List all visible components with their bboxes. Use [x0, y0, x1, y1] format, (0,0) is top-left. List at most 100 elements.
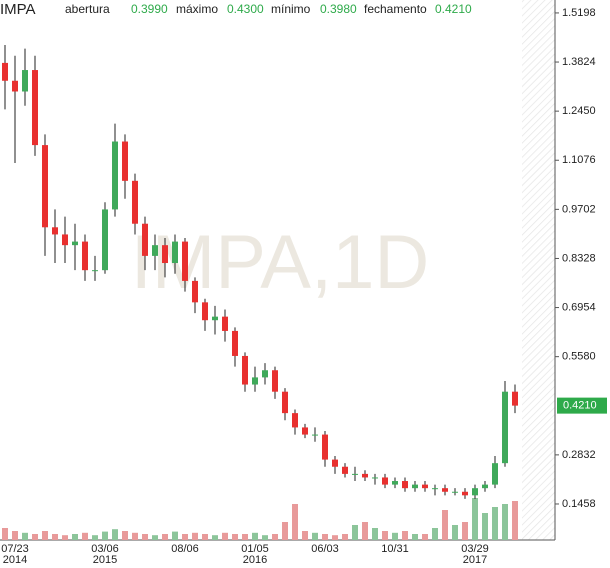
volume-bar: [472, 498, 478, 540]
candle-body: [102, 209, 108, 271]
y-tick-label: 1.1076: [562, 154, 596, 166]
y-tick-label: 0.1458: [562, 498, 596, 510]
header-label: fechamento: [364, 2, 427, 16]
header-value: 0.3980: [320, 2, 357, 16]
header-value: 0.3990: [131, 2, 168, 16]
candle-body: [302, 427, 308, 435]
volume-bar: [42, 531, 48, 540]
candle-body: [462, 491, 468, 496]
candle-body: [42, 145, 48, 228]
x-tick-label: 10/31: [381, 543, 409, 555]
volume-bar: [452, 525, 458, 540]
y-tick-label: 1.3824: [562, 56, 596, 68]
candle-body: [172, 241, 178, 264]
candle-body: [222, 316, 228, 331]
candle-body: [132, 180, 138, 224]
x-tick-label: 06/03: [311, 543, 339, 555]
volume-bar: [342, 534, 348, 540]
volume-bar: [192, 532, 198, 540]
candle-body: [122, 141, 128, 181]
y-tick-label: 0.6954: [562, 301, 596, 313]
candle-body: [12, 80, 18, 92]
volume-bar: [142, 534, 148, 540]
last-price-tag: [557, 397, 607, 414]
candle-body: [152, 245, 158, 256]
volume-bar: [242, 534, 248, 540]
volume-bar: [82, 532, 88, 540]
y-tick-label: 0.2832: [562, 449, 596, 461]
candle-body: [242, 355, 248, 385]
watermark: IMPA,1D: [131, 220, 429, 305]
candle-body: [352, 473, 358, 475]
volume-bar: [382, 531, 388, 540]
volume-bar: [132, 532, 138, 540]
candle-body: [322, 434, 328, 460]
y-tick-label: 1.2450: [562, 105, 596, 117]
volume-bar: [102, 531, 108, 540]
volume-bar: [52, 534, 58, 540]
y-tick-label: 0.9702: [562, 203, 596, 215]
volume-bar: [442, 510, 448, 540]
x-tick-year: 2015: [93, 554, 117, 566]
volume-bar: [332, 535, 338, 540]
candle-body: [412, 484, 418, 489]
candle-body: [182, 241, 188, 281]
candle-body: [342, 466, 348, 474]
candle-body: [22, 70, 28, 92]
candle-body: [282, 391, 288, 414]
candle-body: [2, 62, 8, 81]
candle-body: [72, 241, 78, 246]
x-tick-year: 2014: [3, 554, 27, 566]
volume-bar: [392, 532, 398, 540]
candle-body: [492, 463, 498, 485]
last-price-label: 0.4210: [563, 400, 597, 412]
candle-body: [272, 370, 278, 392]
candle-body: [432, 488, 438, 490]
x-tick-label: 03/06: [91, 543, 119, 555]
volume-bar: [152, 535, 158, 540]
candle-body: [162, 245, 168, 264]
volume-bar: [312, 532, 318, 540]
candle-body: [472, 488, 478, 496]
future-area: [522, 0, 555, 540]
volume-bar: [22, 532, 28, 540]
volume-bar: [402, 531, 408, 540]
volume-bar: [162, 534, 168, 540]
volume-bar: [362, 522, 368, 540]
volume-bar: [212, 535, 218, 540]
candle-body: [512, 391, 518, 406]
volume-bar: [112, 529, 118, 540]
candle-body: [332, 459, 338, 467]
candle-body: [52, 227, 58, 235]
volume-bar: [72, 534, 78, 540]
candle-body: [82, 241, 88, 271]
candle-body: [452, 491, 458, 493]
candle-body: [312, 434, 318, 436]
volume-bar: [282, 522, 288, 540]
header-value: 0.4300: [227, 2, 264, 16]
candle-body: [292, 413, 298, 428]
header-label: máximo: [176, 2, 218, 16]
volume-bar: [512, 501, 518, 540]
volume-bar: [352, 525, 358, 540]
candle-body: [62, 234, 68, 246]
candle-body: [392, 481, 398, 485]
candle-body: [32, 70, 38, 146]
volume-bar: [432, 528, 438, 540]
candle-body: [192, 280, 198, 303]
volume-bar: [202, 534, 208, 540]
x-tick-label: 07/23: [1, 543, 29, 555]
candle-body: [362, 473, 368, 478]
volume-bar: [62, 535, 68, 540]
volume-bar: [12, 531, 18, 540]
volume-bar: [462, 522, 468, 540]
volume-bar: [92, 535, 98, 540]
candle-body: [372, 477, 378, 479]
volume-bar: [482, 513, 488, 540]
symbol: IMPA: [0, 1, 36, 18]
candle-body: [202, 302, 208, 321]
volume-bar: [32, 534, 38, 540]
volume-bar: [232, 534, 238, 540]
header-label: mínimo: [271, 2, 311, 16]
